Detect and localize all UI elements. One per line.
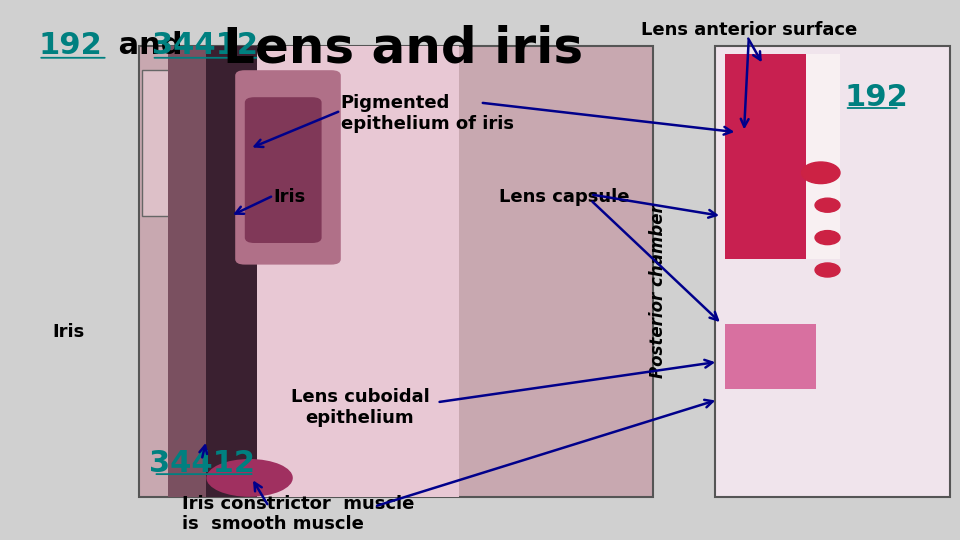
Bar (725, 54, 806, 259)
Text: Lens and iris: Lens and iris (223, 25, 584, 72)
Text: Iris: Iris (53, 323, 85, 341)
Text: 192: 192 (845, 83, 908, 112)
Circle shape (815, 263, 840, 277)
Text: 34412: 34412 (149, 449, 254, 478)
Bar (168, 46, 206, 497)
Bar (725, 324, 816, 389)
Bar (204, 46, 257, 497)
Text: Lens anterior surface: Lens anterior surface (640, 21, 857, 39)
Text: Lens cuboidal
epithelium: Lens cuboidal epithelium (291, 388, 429, 427)
Text: and: and (108, 31, 194, 60)
Circle shape (815, 231, 840, 245)
Text: Pigmented
epithelium of iris: Pigmented epithelium of iris (341, 94, 514, 133)
FancyBboxPatch shape (245, 97, 322, 243)
Text: Lens capsule: Lens capsule (499, 188, 630, 206)
Bar (139, 46, 653, 497)
Bar (257, 46, 459, 497)
Circle shape (815, 198, 840, 212)
Bar (715, 46, 950, 497)
FancyBboxPatch shape (235, 70, 341, 265)
Bar (142, 70, 233, 216)
Ellipse shape (206, 459, 293, 497)
Text: Iris constrictor  muscle
is  smooth muscle: Iris constrictor muscle is smooth muscle (182, 495, 415, 534)
Circle shape (802, 162, 840, 184)
Bar (806, 54, 840, 259)
Text: Posterior chamber: Posterior chamber (649, 205, 666, 379)
Text: 192: 192 (38, 31, 102, 60)
Text: Iris: Iris (274, 188, 306, 206)
Text: 34412: 34412 (152, 31, 257, 60)
